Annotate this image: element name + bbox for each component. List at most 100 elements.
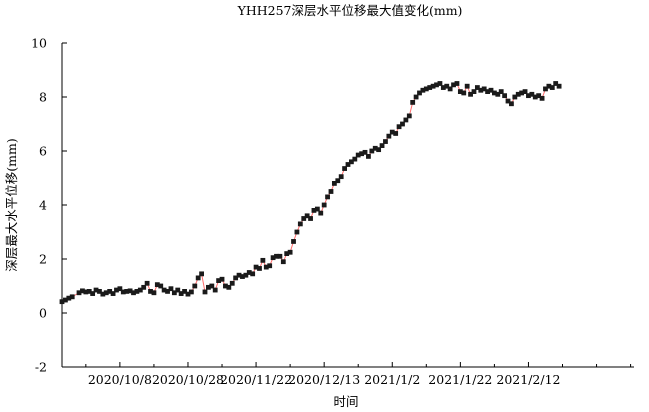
- data-point: [434, 82, 439, 88]
- data-point: [195, 275, 201, 281]
- data-point: [141, 284, 147, 290]
- data-point: [175, 287, 181, 293]
- x-tick-label: 2020/10/28: [152, 372, 224, 387]
- data-point: [66, 295, 72, 301]
- data-point: [437, 81, 443, 86]
- data-point: [420, 87, 426, 93]
- data-point: [515, 91, 521, 97]
- data-point: [233, 275, 239, 281]
- data-point: [76, 290, 82, 296]
- data-point: [417, 90, 422, 96]
- data-point: [410, 100, 416, 105]
- data-point: [260, 257, 266, 263]
- data-point: [335, 178, 341, 184]
- x-tick-label: 2021/1/22: [428, 372, 492, 387]
- data-point: [318, 210, 324, 216]
- data-point: [161, 287, 167, 293]
- data-point: [171, 290, 177, 296]
- y-tick-label: -2: [35, 360, 47, 375]
- data-point: [345, 162, 351, 167]
- data-point: [120, 289, 126, 295]
- data-point: [202, 289, 208, 295]
- y-tick-label: 4: [39, 198, 47, 213]
- data-point: [287, 249, 293, 255]
- y-tick-label: 8: [39, 90, 47, 105]
- data-point: [168, 286, 174, 292]
- x-tick-label: 2020/11/22: [220, 372, 292, 387]
- data-point: [362, 149, 368, 155]
- data-point: [440, 85, 446, 90]
- data-point: [308, 216, 313, 221]
- data-point: [519, 90, 525, 96]
- data-point: [512, 94, 518, 100]
- data-point: [90, 291, 96, 296]
- data-point: [389, 129, 395, 135]
- data-point: [372, 145, 378, 151]
- data-markers: [59, 81, 562, 305]
- data-point: [107, 289, 113, 294]
- data-point: [546, 83, 552, 89]
- data-point: [492, 90, 497, 96]
- data-point: [110, 291, 116, 296]
- data-point: [338, 174, 344, 180]
- data-point: [144, 280, 150, 286]
- x-tick-label: 2021/1/2: [364, 372, 420, 387]
- data-point: [423, 86, 429, 92]
- data-point: [444, 83, 450, 89]
- data-point: [117, 286, 123, 292]
- data-point: [274, 253, 279, 259]
- data-point: [485, 89, 490, 94]
- data-point: [532, 94, 538, 100]
- data-point: [301, 216, 307, 221]
- data-point: [403, 117, 409, 123]
- y-axis-label: 深层最大水平位移(mm): [4, 138, 19, 271]
- data-point: [158, 283, 164, 289]
- data-point: [284, 251, 290, 256]
- data-point: [556, 83, 562, 89]
- data-point: [206, 284, 211, 290]
- data-point: [93, 287, 99, 293]
- data-point: [277, 253, 283, 259]
- data-point: [182, 289, 187, 294]
- data-point: [355, 152, 361, 158]
- data-point: [270, 255, 276, 261]
- data-point: [257, 266, 262, 271]
- data-point: [311, 208, 317, 213]
- data-point: [304, 213, 310, 219]
- data-point: [321, 202, 327, 208]
- data-point: [447, 86, 453, 92]
- x-tick-label: 2020/10/8: [88, 372, 152, 387]
- data-point: [280, 259, 286, 265]
- data-point: [481, 86, 487, 92]
- data-point: [386, 133, 392, 139]
- data-point: [352, 156, 358, 162]
- data-point: [430, 83, 436, 89]
- data-point: [400, 121, 405, 127]
- data-point: [199, 271, 204, 277]
- data-point: [488, 87, 494, 93]
- data-point: [124, 289, 130, 294]
- y-tick-label: 10: [31, 36, 47, 51]
- data-point: [297, 221, 303, 227]
- x-tick-label: 2020/12/13: [288, 372, 360, 387]
- data-point: [509, 101, 514, 107]
- data-point: [553, 81, 559, 86]
- y-tick-label: 6: [39, 144, 47, 159]
- data-point: [151, 290, 157, 296]
- data-point: [539, 95, 545, 101]
- data-point: [59, 299, 65, 305]
- data-point: [536, 93, 542, 99]
- data-point: [543, 86, 548, 92]
- data-point: [223, 283, 228, 289]
- data-point: [393, 131, 399, 136]
- data-point: [478, 87, 484, 93]
- data-point: [464, 83, 470, 89]
- data-point: [103, 290, 109, 296]
- data-point: [495, 91, 501, 97]
- chart-title: YHH257深层水平位移最大值变化(mm): [237, 3, 463, 18]
- data-point: [154, 282, 160, 288]
- data-point: [396, 124, 402, 130]
